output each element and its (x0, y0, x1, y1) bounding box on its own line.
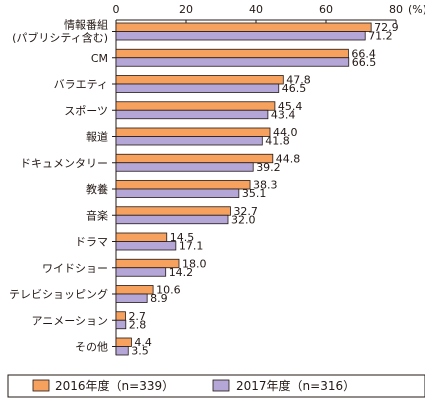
data-label: 44.0 (273, 126, 298, 139)
legend: 2016年度（n=339） 2017年度（n=316） (7, 374, 425, 398)
legend-swatch-2016 (32, 379, 50, 392)
bar-2017 (115, 188, 240, 198)
bar-2017 (115, 214, 229, 225)
data-label: 10.6 (156, 284, 181, 297)
bar-2017 (115, 162, 254, 172)
category-label: 情報番組(パブリシティ含む) (12, 19, 108, 45)
data-label: 14.2 (169, 266, 194, 279)
bar-2017 (115, 83, 280, 93)
category-label: 報道 (86, 130, 108, 144)
bar-2016 (115, 285, 154, 295)
bar-2016 (115, 101, 276, 111)
data-label: 32.7 (233, 205, 258, 218)
data-label: 44.8 (276, 152, 301, 165)
data-label: 39.2 (256, 161, 281, 174)
data-label: 66.5 (352, 56, 377, 69)
category-label: ドキュメンタリー (20, 157, 108, 170)
data-label: 46.5 (282, 82, 307, 95)
bar-2016 (115, 311, 126, 321)
bar-2017 (115, 319, 127, 330)
data-label: 17.1 (179, 240, 204, 253)
data-label: 8.9 (150, 292, 168, 305)
data-label: 3.5 (131, 345, 149, 358)
data-label: 45.4 (278, 100, 303, 113)
x-tick-label: 0 (113, 3, 120, 16)
bar-2017 (115, 241, 177, 251)
x-unit-label: (%) (408, 3, 425, 16)
bar-2017 (115, 109, 269, 120)
x-tick-label: 40 (249, 3, 263, 16)
category-label: 音楽 (86, 208, 108, 222)
data-label: 43.4 (271, 108, 296, 121)
data-label: 4.4 (134, 336, 152, 349)
x-tick-label: 60 (319, 3, 333, 16)
category-label: ワイドショー (42, 262, 108, 275)
category-label: 教養 (86, 182, 108, 196)
data-label: 66.4 (351, 47, 376, 60)
bar-2017 (115, 346, 129, 356)
bar-2017 (115, 267, 167, 277)
bar-2016 (115, 22, 372, 32)
category-labels: 情報番組(パブリシティ含む) CM バラエティスポーツ報道ドキュメンタリー教養音楽ド… (9, 19, 108, 354)
bar-2017 (115, 136, 263, 146)
bar-2016 (115, 48, 349, 59)
category-label: スポーツ (64, 104, 108, 117)
bar-2017 (115, 57, 350, 67)
data-label: 2.7 (128, 310, 146, 323)
category-label: テレビショッピング (9, 287, 108, 301)
legend-label-2017: 2017年度（n=316） (236, 378, 355, 393)
data-label: 47.8 (286, 74, 311, 87)
data-label: 38.3 (253, 179, 277, 192)
x-tick-label: 80 (389, 3, 403, 16)
bar-2016 (115, 232, 168, 242)
legend-box (7, 374, 425, 398)
data-label: 71.2 (368, 30, 393, 43)
data-label: 18.0 (182, 257, 207, 270)
x-tick-label: 20 (179, 3, 193, 16)
data-label: 35.1 (242, 187, 267, 200)
category-label: バラエティ (54, 78, 108, 91)
bars: 72.971.2 66.466.5 47.846.5 45.443.4 44.041.8… (115, 21, 399, 358)
bar-2016 (115, 180, 251, 190)
bar-2017 (115, 293, 148, 303)
bar-2016 (115, 127, 271, 137)
data-label: 14.5 (170, 231, 195, 244)
category-label: その他 (75, 341, 108, 354)
data-label: 41.8 (265, 135, 290, 148)
bar-2016 (115, 206, 231, 216)
category-label: アニメーション (31, 314, 108, 327)
data-label: 2.8 (129, 318, 147, 331)
category-label: ドラマ (75, 236, 108, 249)
legend-swatch-2017 (212, 379, 230, 392)
bar-2017 (115, 31, 366, 41)
legend-label-2016: 2016年度（n=339） (55, 378, 174, 393)
bar-2016 (115, 153, 274, 164)
data-label: 72.9 (374, 21, 399, 34)
data-label: 32.0 (231, 213, 256, 226)
bar-2016 (115, 75, 284, 85)
category-label: CM (91, 52, 108, 65)
bar-2016 (115, 337, 132, 347)
